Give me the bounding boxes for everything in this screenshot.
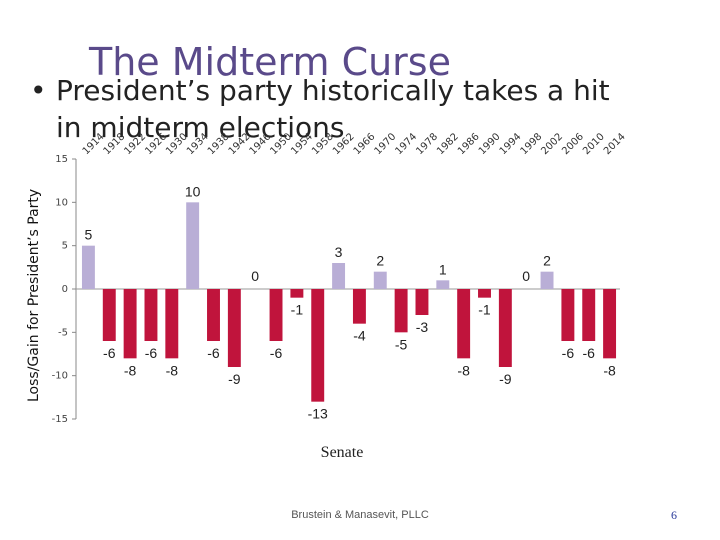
year-label: 1962 — [331, 131, 357, 157]
bar — [165, 289, 179, 359]
year-label: 1946 — [248, 131, 274, 157]
data-label: -8 — [124, 362, 137, 378]
bullet-marker: • — [30, 74, 47, 107]
data-label: -13 — [308, 406, 328, 422]
year-label: 2014 — [602, 131, 628, 157]
data-label: 0 — [251, 268, 259, 284]
year-label: 1970 — [373, 131, 399, 157]
slide-title: The Midterm Curse — [89, 40, 451, 84]
y-tick-label: 15 — [55, 154, 68, 165]
y-tick-label: -10 — [52, 371, 68, 382]
data-label: 2 — [543, 253, 551, 269]
bullet-text: President’s party historically takes a h… — [56, 74, 610, 144]
data-label: -6 — [103, 345, 116, 361]
year-label: 1982 — [435, 131, 461, 157]
year-label: 1954 — [289, 131, 315, 157]
bar — [186, 202, 200, 289]
bar — [269, 289, 283, 341]
bar — [144, 289, 158, 341]
data-label: -3 — [416, 319, 429, 335]
y-tick-label: 5 — [62, 241, 68, 252]
year-label: 2010 — [581, 131, 607, 157]
year-label: 1938 — [206, 131, 232, 157]
data-label: -8 — [603, 362, 616, 378]
bar — [227, 289, 241, 367]
data-label: -8 — [457, 362, 470, 378]
y-axis-label: Loss/Gain for President’s Party — [26, 188, 42, 402]
data-label: 0 — [522, 268, 530, 284]
data-label: 2 — [376, 253, 384, 269]
year-label: 1994 — [498, 131, 524, 157]
data-label: -4 — [353, 328, 366, 344]
year-label: 2006 — [560, 131, 586, 157]
bar — [457, 289, 471, 359]
data-label: -1 — [291, 302, 304, 318]
y-tick-label: -5 — [58, 327, 68, 338]
y-tick-label: -15 — [52, 414, 68, 425]
data-label: 5 — [85, 227, 93, 243]
year-label: 1922 — [122, 131, 148, 157]
year-label: 1978 — [414, 131, 440, 157]
bar — [582, 289, 596, 341]
data-label: -6 — [207, 345, 220, 361]
year-label: 1974 — [393, 131, 419, 157]
bar — [540, 271, 554, 289]
bar — [81, 245, 95, 289]
bar — [290, 289, 304, 298]
bar — [436, 280, 450, 289]
bar — [352, 289, 366, 324]
data-label: 1 — [439, 261, 447, 277]
bar — [498, 289, 512, 367]
data-label: -1 — [478, 302, 491, 318]
bar — [123, 289, 137, 359]
bar — [373, 271, 387, 289]
year-label: 1986 — [456, 131, 482, 157]
bar — [415, 289, 429, 315]
year-label: 1950 — [268, 131, 294, 157]
year-label: 1918 — [102, 131, 128, 157]
year-label: 1930 — [164, 131, 190, 157]
bar — [603, 289, 617, 359]
data-label: -6 — [562, 345, 575, 361]
year-label: 1914 — [81, 131, 107, 157]
page-number: 6 — [671, 508, 677, 522]
bar — [207, 289, 220, 341]
year-label: 2002 — [539, 131, 565, 157]
year-label: 1934 — [185, 131, 211, 157]
data-label: -6 — [145, 345, 158, 361]
x-axis-label: Senate — [320, 444, 364, 461]
year-label: 1990 — [477, 131, 503, 157]
data-label: -9 — [228, 371, 241, 387]
y-tick-label: 0 — [62, 284, 68, 295]
data-label: 10 — [185, 183, 201, 199]
year-label: 1926 — [143, 131, 169, 157]
year-label: 1958 — [310, 131, 336, 157]
y-tick-label: 10 — [55, 197, 68, 208]
data-label: -6 — [583, 345, 596, 361]
data-label: 3 — [335, 244, 343, 260]
data-label: -8 — [166, 362, 179, 378]
bar — [394, 289, 408, 333]
year-label: 1942 — [227, 131, 253, 157]
bar — [561, 289, 575, 341]
bar — [102, 289, 116, 341]
year-label: 1998 — [519, 131, 545, 157]
year-label: 1966 — [352, 131, 378, 157]
bar — [478, 289, 491, 298]
footer-text: Brustein & Manasevit, PLLC — [291, 509, 429, 521]
data-label: -6 — [270, 345, 283, 361]
bullet-point: • President’s party historically takes a … — [30, 72, 636, 146]
data-label: -5 — [395, 336, 408, 352]
bar — [311, 289, 325, 402]
data-label: -9 — [499, 371, 512, 387]
bar — [332, 263, 346, 289]
